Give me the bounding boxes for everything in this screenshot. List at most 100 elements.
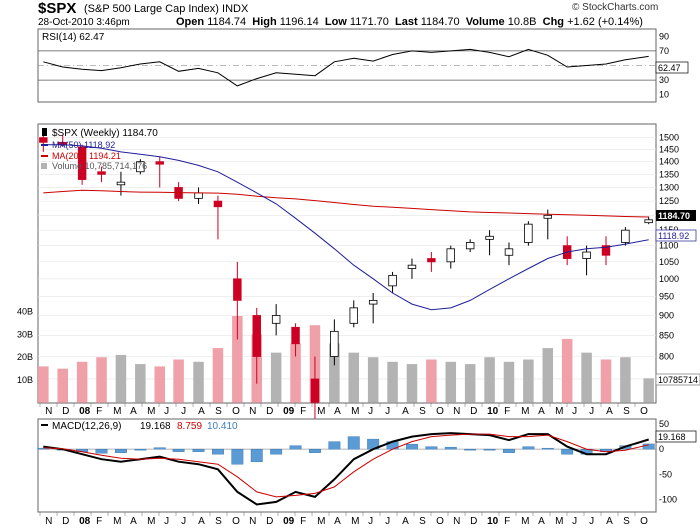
volume-bar: [561, 338, 573, 403]
x-axis-label: S: [215, 406, 222, 417]
price-legend: $SPX (Weekly) 1184.70 MA(50) 1118.92 MA(…: [41, 128, 158, 171]
x-axis-label: J: [572, 406, 577, 417]
candle-body: [601, 245, 611, 256]
macd-histogram-bar: [541, 447, 554, 450]
x-axis-label: O: [436, 516, 444, 527]
volume-bar: [154, 366, 165, 403]
ma200-legend-label: MA(200) 1194.21: [52, 151, 121, 161]
x-axis-label: J: [164, 406, 169, 417]
price-tick-label: 900: [659, 311, 674, 321]
volume-bar: [367, 357, 379, 403]
x-axis-label: D: [470, 516, 477, 527]
x-axis-label: O: [640, 516, 648, 527]
signal-line: [43, 433, 649, 498]
macd-histogram-bar: [522, 446, 535, 450]
volume-bar: [643, 378, 654, 403]
x-axis-label: 09: [283, 516, 295, 527]
x-axis-label: D: [266, 516, 273, 527]
x-axis-label: J: [385, 406, 390, 417]
macd-legend-value: 19.168: [140, 421, 171, 432]
x-axis-label: J: [368, 516, 373, 527]
macd-histogram-bar: [328, 441, 341, 450]
x-axis-label: J: [368, 406, 373, 417]
x-axis-label: S: [623, 516, 630, 527]
volume-bar: [600, 359, 612, 403]
macd-histogram: [37, 436, 655, 465]
macd-histogram-bar: [425, 446, 438, 450]
macd-legend-label: MACD(12,26,9): [52, 421, 121, 432]
volume-bar: [503, 361, 515, 403]
volume-bar: [620, 357, 631, 403]
candle-body: [621, 229, 630, 243]
volume-tick-label: 10B: [17, 375, 33, 385]
x-axis-label: N: [249, 406, 256, 417]
price-tick-label: 1250: [659, 196, 679, 206]
macd-histogram-bar: [406, 443, 418, 450]
legend-candle-icon: [42, 128, 47, 136]
candle-body: [291, 326, 300, 345]
x-axis-label: M: [113, 516, 121, 527]
macd-histogram-bar: [212, 448, 224, 455]
price-tick-label: 1050: [659, 257, 679, 267]
macd-histogram-bar: [134, 448, 147, 451]
rsi-last-box: [655, 61, 689, 74]
rsi-tick-label: 30: [659, 75, 669, 85]
x-axis-label: O: [232, 406, 240, 417]
macd-tick-label: 0: [659, 444, 664, 454]
volume-bar: [173, 359, 184, 403]
x-axis-label: A: [334, 406, 341, 417]
signal-legend-value: 8.759: [177, 421, 202, 432]
x-axis-label: F: [96, 406, 102, 417]
x-axis-label: M: [351, 516, 359, 527]
macd-histogram-bar: [270, 448, 283, 455]
low-value: 1171.70: [349, 16, 389, 28]
x-axis-label: D: [266, 406, 273, 417]
x-axis-label: A: [198, 516, 205, 527]
volume-legend-swatch: [41, 163, 47, 169]
x-axis-label: O: [232, 516, 240, 527]
volume-bar: [57, 368, 68, 403]
macd-histogram-bar: [95, 448, 108, 454]
x-axis-label: J: [181, 406, 186, 417]
x-axis-label: S: [215, 516, 222, 527]
last-label: Last: [395, 16, 418, 28]
x-axis-label: J: [589, 516, 594, 527]
x-axis-label: M: [521, 406, 529, 417]
x-axis-label: F: [300, 406, 306, 417]
macd-tick-label: -50: [659, 469, 672, 479]
x-axis-label: N: [249, 516, 256, 527]
macd-histogram-bar: [483, 448, 496, 451]
volume-bar: [76, 361, 88, 403]
x-axis-label: M: [317, 516, 325, 527]
x-axis-label: M: [317, 406, 325, 417]
macd-histogram-bar: [503, 448, 515, 453]
x-axis-label: S: [623, 406, 630, 417]
volume-tick-label: 30B: [17, 329, 33, 339]
x-axis-label: A: [402, 516, 409, 527]
candle-body: [368, 299, 378, 305]
volume-bar: [523, 359, 534, 403]
x-axis-label: J: [385, 516, 390, 527]
volume-bar: [232, 316, 243, 403]
x-axis-label: 10: [487, 406, 499, 417]
x-axis-bottom: N D 08 F M A M J J A S O N D 09 F M A M J J A S O N D 10 F M A M J J A S O: [38, 511, 656, 527]
x-axis-label: F: [96, 516, 102, 527]
x-axis-label: A: [606, 406, 613, 417]
price-tick-label: 1400: [659, 157, 679, 167]
volume-bar: [445, 361, 457, 403]
volume-bar: [270, 352, 282, 403]
macd-histogram-bar: [464, 448, 477, 451]
candle-body: [427, 258, 436, 263]
x-axis-label: A: [606, 516, 613, 527]
volume-last-box: [655, 373, 700, 386]
macd-histogram-bar: [250, 448, 263, 462]
volume-bar: [96, 357, 107, 403]
volume-tick-label: 40B: [17, 306, 33, 316]
rsi-last-label: 62.47: [658, 63, 681, 73]
x-axis-label: 08: [79, 406, 91, 417]
volume-bar: [464, 364, 476, 403]
candle-body: [388, 274, 397, 287]
x-axis-label: A: [538, 406, 545, 417]
volume-bar: [38, 366, 49, 403]
last-price-box: [656, 210, 696, 221]
